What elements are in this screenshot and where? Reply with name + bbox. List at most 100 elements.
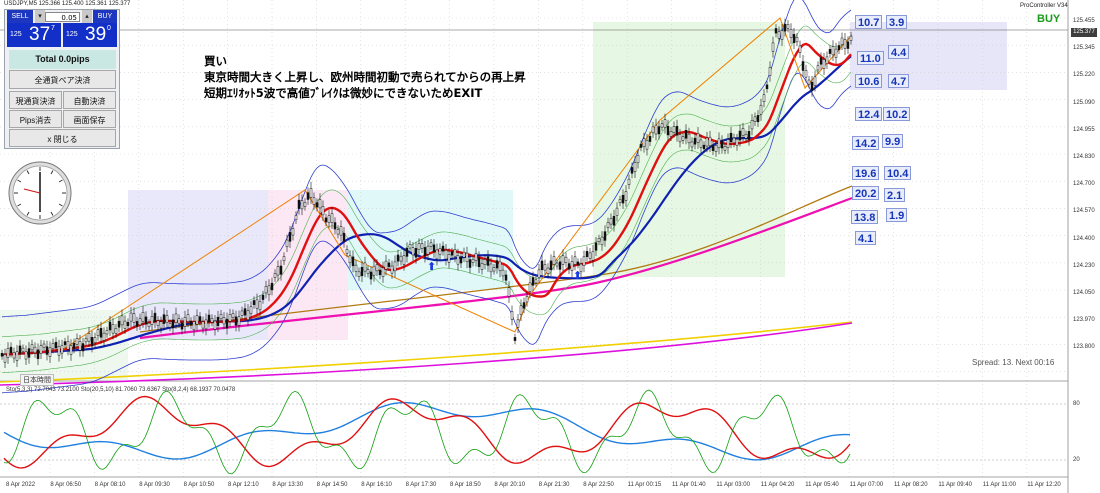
pips-box: 10.6 [855, 74, 883, 88]
candle-body [15, 351, 19, 361]
y-axis-label: 125.455 [1073, 18, 1095, 24]
candle-body [375, 264, 379, 272]
candle-body [696, 133, 700, 143]
candle-body [486, 256, 490, 266]
candle-body [531, 277, 535, 286]
candle-body [771, 42, 775, 52]
candle-body [423, 247, 427, 257]
candle-body [168, 323, 172, 328]
candle-body [636, 155, 640, 164]
candle-body [465, 252, 469, 263]
candle-body [720, 140, 724, 149]
buy-signal: BUY [1037, 13, 1061, 25]
candle-body [660, 123, 664, 128]
annotation-line-2: 東京時間大きく上昇し、欧州時間初動で売られてからの再上昇 [204, 70, 526, 84]
candle-body [48, 347, 52, 357]
buy-price[interactable]: 125 39 0 [63, 23, 117, 47]
clock-tick [26, 211, 30, 216]
x-axis-label: 11 Apr 08:20 [894, 482, 928, 488]
y-axis-label: 125.220 [1073, 72, 1095, 79]
candle-body [456, 254, 460, 265]
candle-body [267, 285, 271, 296]
candle-body [192, 321, 196, 331]
candle-body [726, 139, 730, 148]
candle-body [147, 322, 151, 328]
candle-body [504, 274, 508, 281]
candle-body [678, 134, 682, 143]
save-screen-button[interactable]: 画面保存 [63, 110, 116, 128]
lot-dropdown-icon[interactable]: ▾ [35, 10, 45, 23]
candle-body [225, 318, 229, 329]
candle-body [78, 341, 82, 351]
candle-body [738, 130, 742, 141]
candle-body [99, 328, 103, 338]
candle-body [804, 70, 808, 78]
close-panel-button[interactable]: x 閉じる [9, 129, 116, 147]
lot-size-input[interactable]: 0.05 [45, 12, 80, 22]
auto-close-button[interactable]: 自動決済 [63, 91, 116, 109]
candle-body [639, 143, 643, 148]
x-axis-label: 11 Apr 05:40 [805, 482, 839, 488]
candle-body [9, 346, 13, 353]
trade-annotation: 買い 東京時間大きく上昇し、欧州時間初動で売られてからの再上昇 短期ｴﾘｵｯﾄ5… [204, 53, 526, 101]
candle-body [36, 349, 40, 359]
candle-body [711, 145, 715, 151]
close-current-button[interactable]: 現通貨決済 [9, 91, 62, 109]
candle-body [441, 245, 445, 252]
candle-body [231, 313, 235, 318]
buy-button[interactable]: BUY [93, 10, 117, 23]
candle-body [363, 262, 367, 272]
candle-body [681, 136, 685, 141]
candle-body [3, 354, 7, 363]
clock-tick [50, 170, 54, 175]
candle-body [483, 259, 487, 265]
candle-body [69, 345, 73, 355]
candle-body [834, 48, 838, 58]
candle-body [474, 253, 478, 262]
sell-button[interactable]: SELL [7, 10, 33, 23]
candle-body [462, 251, 466, 258]
candle-body [822, 59, 826, 69]
candle-body [171, 319, 175, 329]
candle-body [285, 239, 289, 248]
candle-body [279, 265, 283, 275]
candle-body [63, 341, 67, 346]
candle-body [396, 254, 400, 262]
y-axis-label: 125.345 [1073, 45, 1095, 52]
candle-body [309, 188, 313, 198]
x-axis-label: 8 Apr 17:30 [405, 482, 437, 488]
clock-tick [17, 203, 22, 207]
analog-clock-icon [8, 161, 72, 225]
candle-body [528, 282, 532, 292]
candle-body [144, 316, 148, 325]
pips-clear-button[interactable]: Pips消去 [9, 110, 62, 128]
candle-body [717, 138, 721, 149]
symbol-header: USDJPY,M5 125.366 125.400 125.361 125.37… [4, 1, 131, 7]
candle-body [693, 137, 697, 145]
candle-body [579, 263, 583, 273]
candle-body [27, 348, 31, 358]
candle-body [123, 320, 127, 329]
lot-stepper-icon[interactable]: ▴ [82, 10, 92, 23]
x-axis-label: 11 Apr 09:40 [938, 482, 972, 488]
candle-body [54, 341, 58, 349]
pips-box: 2.1 [884, 188, 906, 202]
close-all-pairs-button[interactable]: 全通貨ペア決済 [9, 70, 116, 89]
candle-body [519, 305, 523, 315]
pips-box: 11.0 [857, 51, 884, 65]
x-axis-label: 8 Apr 08:10 [94, 482, 126, 488]
candle-body [648, 136, 652, 142]
session-label: 日本時間 [20, 374, 54, 386]
candle-body [576, 261, 580, 266]
candle-body [207, 314, 211, 323]
candle-body [633, 162, 637, 172]
candle-body [774, 28, 778, 34]
candle-body [438, 248, 442, 255]
candle-body [798, 45, 802, 53]
pips-box: 9.9 [882, 134, 904, 148]
candle-body [345, 249, 349, 254]
candle-body [807, 79, 811, 85]
sell-price[interactable]: 125 37 7 [7, 23, 61, 47]
candle-body [507, 287, 511, 297]
